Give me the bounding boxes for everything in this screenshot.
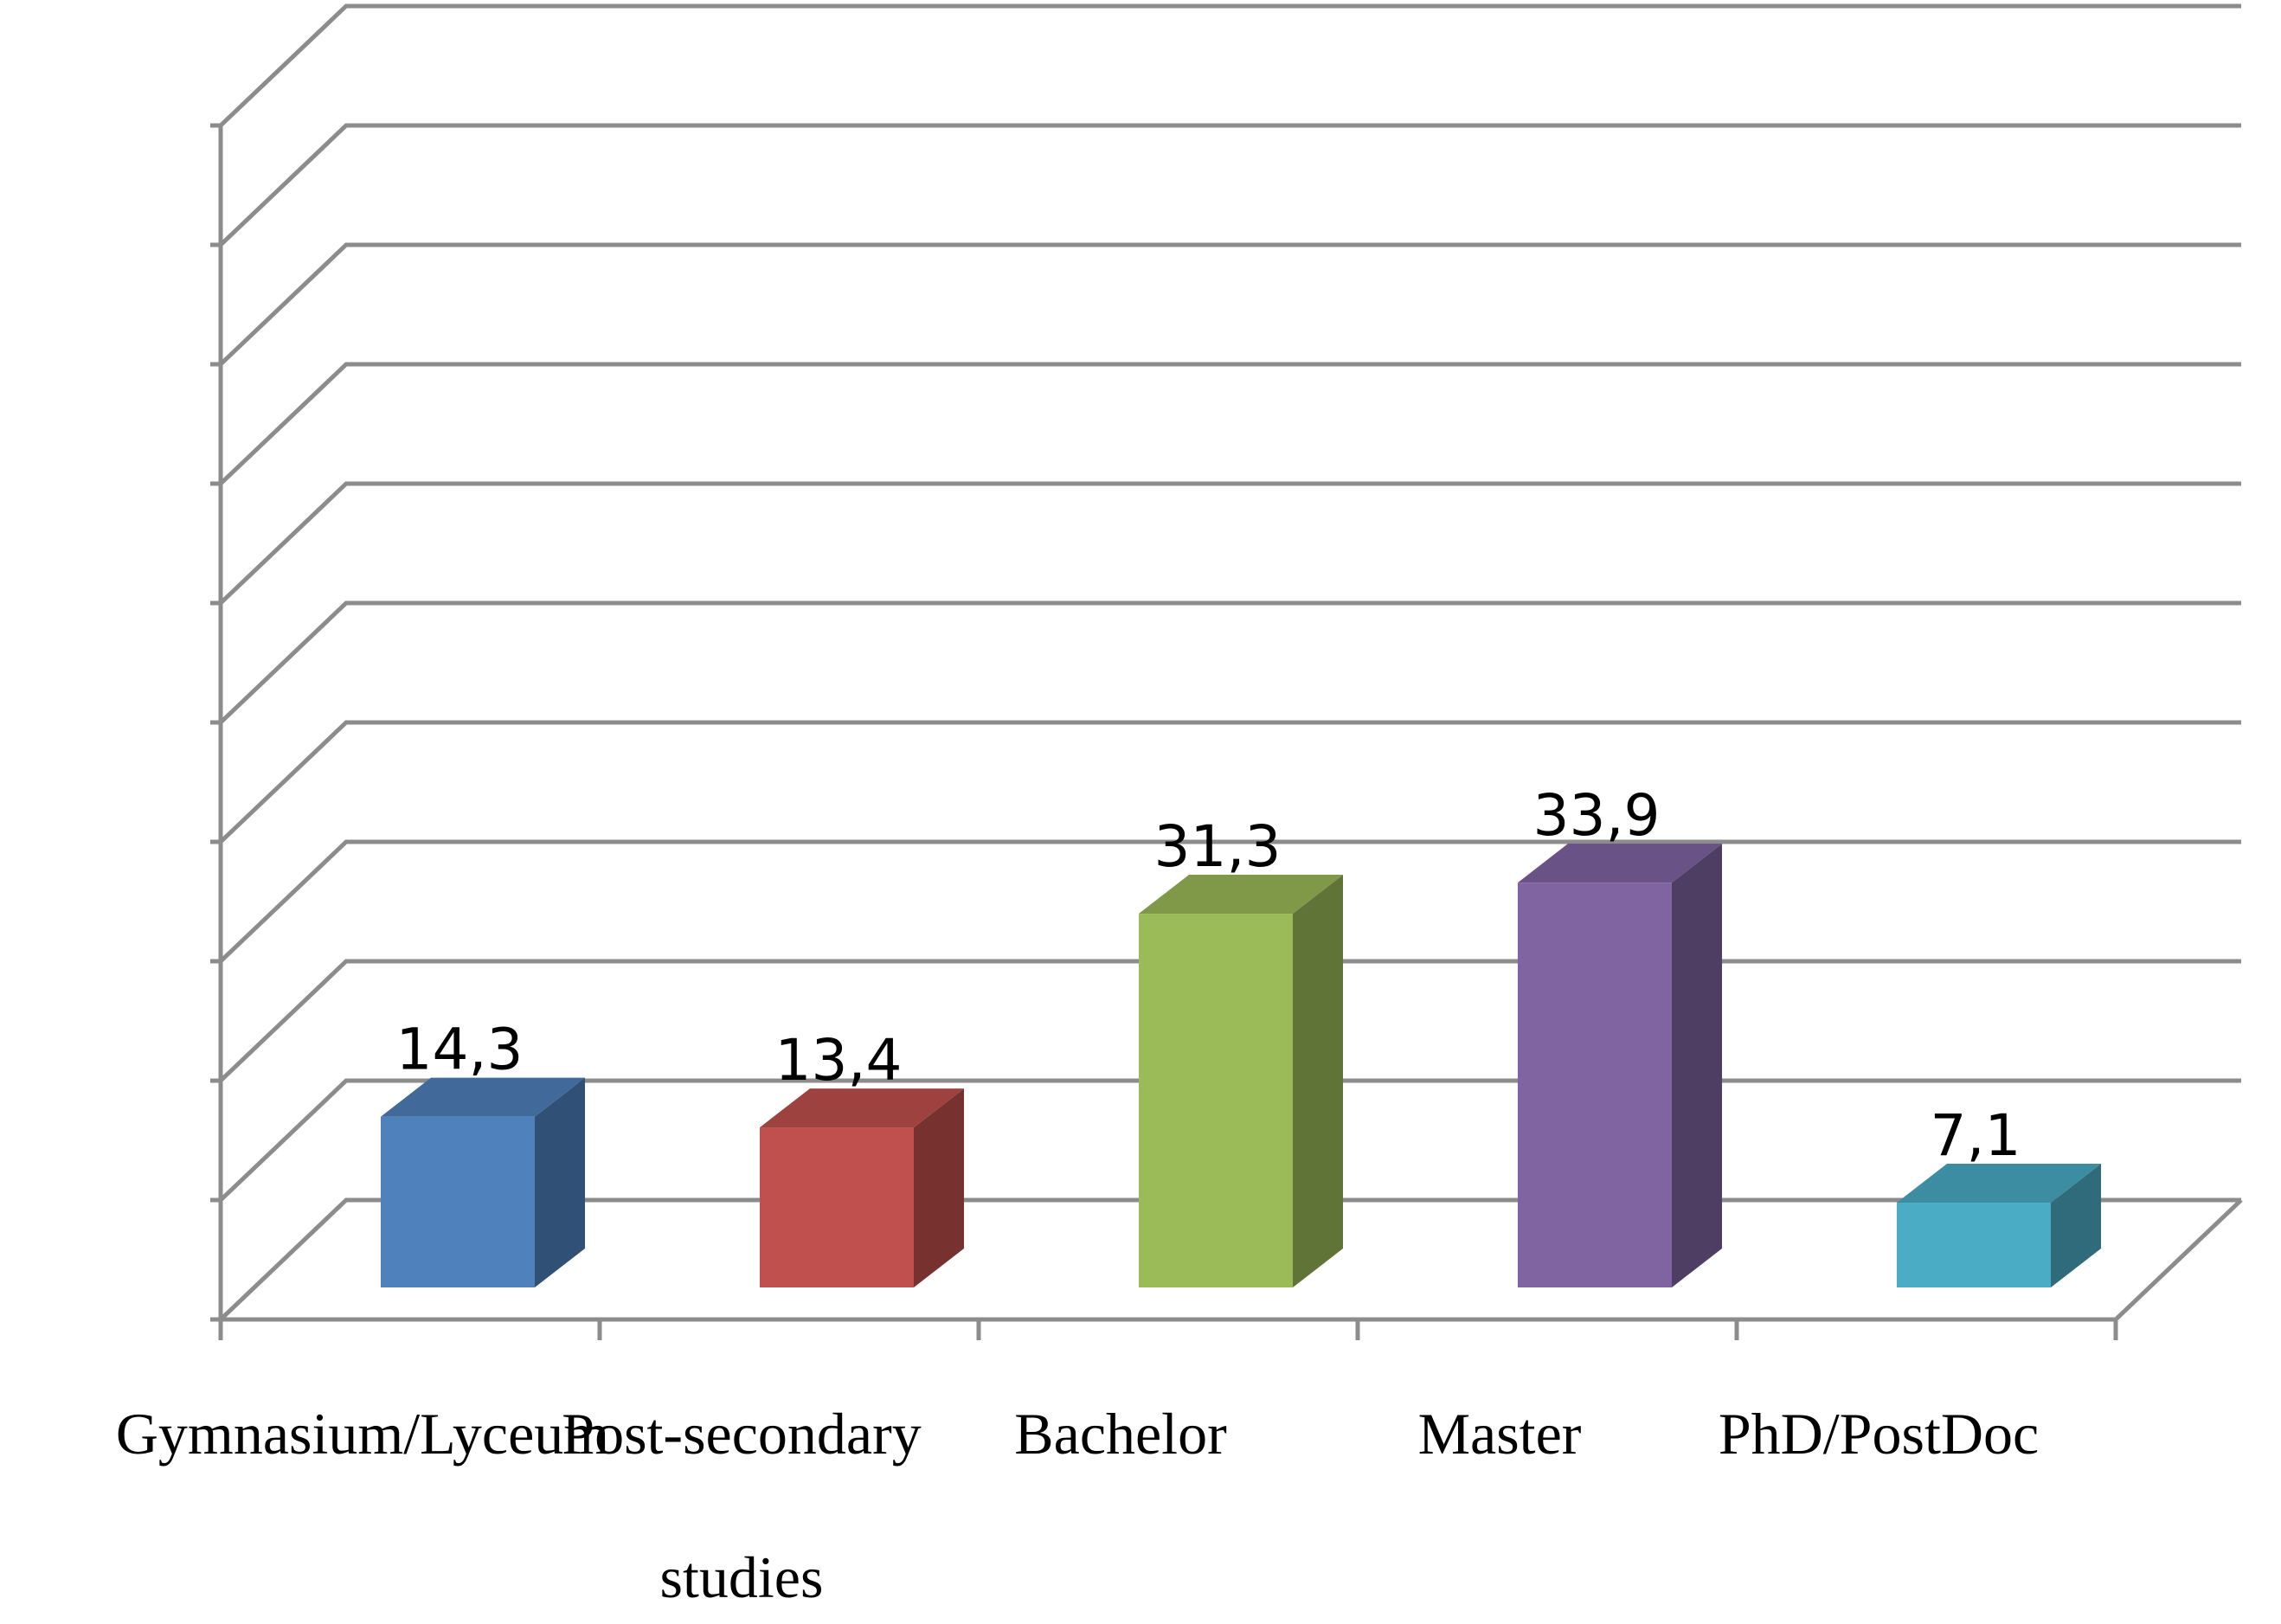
bar-4 (1518, 844, 1722, 1287)
bars-layer (381, 844, 2101, 1287)
data-label: 13,4 (775, 1027, 903, 1094)
gridline (219, 481, 2241, 605)
data-label: 14,3 (396, 1017, 524, 1083)
bar-side (2051, 1164, 2101, 1287)
bar-3 (1139, 875, 1343, 1287)
bar-front (760, 1127, 914, 1287)
data-label: 7,1 (1931, 1102, 2021, 1169)
x-tick-label: studies (660, 1544, 824, 1610)
bar-front (381, 1116, 535, 1287)
gridline (219, 242, 2241, 366)
x-tick-label: Master (1418, 1401, 1582, 1467)
x-tick-label: Post-secondary (562, 1401, 921, 1467)
gridline (219, 600, 2241, 724)
bar-side (914, 1088, 964, 1287)
gridline (219, 362, 2241, 485)
bar-side (1672, 844, 1722, 1287)
bar-top (381, 1077, 585, 1117)
bar-1 (381, 1077, 585, 1287)
bar-top (1518, 844, 1722, 883)
gridline (219, 3, 2241, 127)
bar-2 (760, 1088, 964, 1287)
bar-5 (1897, 1164, 2101, 1287)
bar-top (1139, 875, 1343, 915)
gridline (219, 123, 2241, 247)
bar-side (535, 1077, 585, 1287)
labels-layer: 14,3 13,4 31,3 33,9 7,1 (396, 782, 2021, 1169)
bar-front (1139, 914, 1293, 1287)
gridline (219, 720, 2241, 844)
bar-top (760, 1088, 964, 1128)
data-label: 33,9 (1533, 782, 1661, 849)
x-tick-label: PhD/PostDoc (1719, 1401, 2039, 1467)
grid-layer (210, 3, 2243, 1340)
x-tick-label: Gymnasium/Lyceum (116, 1401, 609, 1467)
bar-side (1293, 875, 1343, 1287)
x-tick-label: Bachelor (1014, 1401, 1227, 1467)
data-label: 31,3 (1154, 813, 1282, 880)
floor-edge (2114, 1198, 2243, 1321)
bar-front (1897, 1203, 2051, 1287)
bar-front (1518, 883, 1672, 1287)
bar-top (1897, 1164, 2101, 1204)
gridline (219, 839, 2241, 963)
